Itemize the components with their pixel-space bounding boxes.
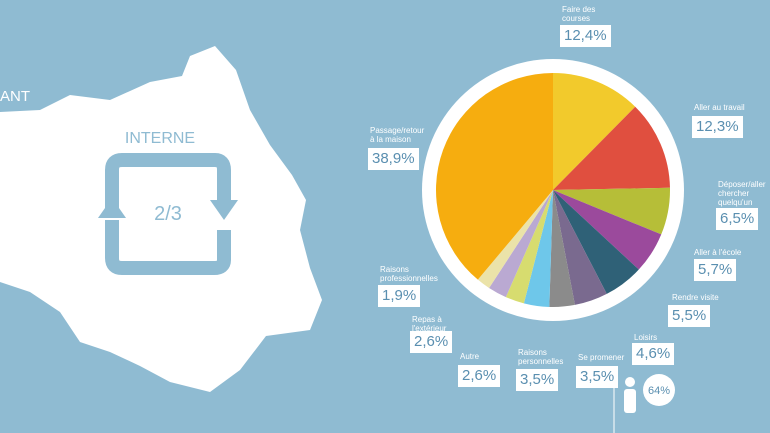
pie-slice xyxy=(489,190,553,298)
category-label: Repas à l'extérieur xyxy=(412,315,447,333)
value-label: 5,5% xyxy=(668,305,711,327)
share-label: 2/3 xyxy=(154,203,182,225)
value-label: 2,6% xyxy=(458,365,501,387)
category-label: Aller à l'école xyxy=(694,248,742,257)
region-label: ANT xyxy=(0,88,30,105)
category-label: Faire des courses xyxy=(562,5,596,23)
category-label: Se promener xyxy=(578,353,625,362)
pie-slice xyxy=(553,73,636,190)
value-label: 12,3% xyxy=(692,116,743,138)
value-label: 4,6% xyxy=(632,343,675,365)
value-label: 5,7% xyxy=(694,259,737,281)
walkers-badge xyxy=(643,374,675,406)
value-label: 38,9% xyxy=(368,148,419,170)
value-label: 3,5% xyxy=(516,369,559,391)
walkers-label: 64% xyxy=(648,385,670,397)
value-label: 1,9% xyxy=(378,285,421,307)
category-label: Rendre visite xyxy=(672,293,719,302)
value-label: 6,5% xyxy=(716,208,759,230)
pie-slice xyxy=(553,187,670,235)
category-label: Passage/retour à la maison xyxy=(370,126,425,144)
arrow xyxy=(210,200,238,220)
category-label: Aller au travail xyxy=(694,103,745,112)
pie-slice xyxy=(553,106,670,190)
pie-slice xyxy=(436,73,553,280)
pie-slice xyxy=(553,190,639,294)
value-label: 2,6% xyxy=(410,331,453,353)
internal-label: INTERNE xyxy=(125,130,195,147)
value-label: 12,4% xyxy=(560,25,611,47)
category-label: Déposer/aller chercher quelqu'un xyxy=(718,180,766,207)
region-map xyxy=(0,46,322,392)
pie-slice xyxy=(553,190,607,305)
pie-slice xyxy=(549,190,575,307)
value-label: 3,5% xyxy=(576,366,619,388)
pie-slice xyxy=(523,190,553,307)
cycle-icon xyxy=(105,153,231,275)
category-label: Raisons professionnelles xyxy=(380,265,438,283)
category-label: Raisons personnelles xyxy=(518,348,564,366)
pie-slice xyxy=(477,190,553,288)
arrow xyxy=(98,198,126,218)
category-label: Autre xyxy=(460,352,480,361)
person-icon xyxy=(613,377,636,433)
pie xyxy=(436,73,670,307)
pie-slice xyxy=(505,190,553,304)
pie-slice xyxy=(553,190,662,270)
category-label: Loisirs xyxy=(634,333,658,342)
